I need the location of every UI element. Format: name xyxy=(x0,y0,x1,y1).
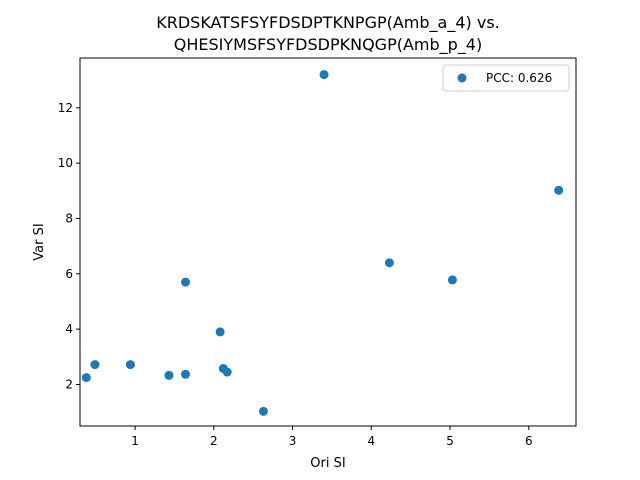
y-tick-label: 2 xyxy=(65,377,73,391)
chart-title-line-1: KRDSKATSFSYFDSDPTKNPGP(Amb_a_4) vs. xyxy=(156,13,500,33)
x-tick-label: 4 xyxy=(367,434,375,448)
legend-entry-label: PCC: 0.626 xyxy=(486,71,552,85)
scatter-point xyxy=(125,360,135,370)
x-tick-label: 2 xyxy=(210,434,218,448)
x-tick-label: 5 xyxy=(446,434,454,448)
scatter-point xyxy=(222,367,232,377)
scatter-point xyxy=(384,258,394,268)
scatter-point xyxy=(180,369,190,379)
y-tick-label: 6 xyxy=(65,267,73,281)
y-axis-ticks: 2 4 6 8 10 12 xyxy=(58,101,80,391)
legend: PCC: 0.626 xyxy=(442,64,570,92)
scatter-point xyxy=(164,370,174,380)
x-tick-label: 3 xyxy=(289,434,297,448)
y-tick-label: 12 xyxy=(58,101,73,115)
x-axis-ticks: 1 2 3 4 5 6 xyxy=(131,426,533,448)
scatter-point xyxy=(81,373,91,383)
scatter-point xyxy=(90,360,100,370)
scatter-point xyxy=(554,185,564,195)
y-tick-label: 8 xyxy=(65,211,73,225)
plot-area-frame xyxy=(79,57,577,427)
y-tick-label: 10 xyxy=(58,156,73,170)
legend-marker xyxy=(457,73,467,83)
x-axis-label: Ori SI xyxy=(310,456,345,471)
scatter-point xyxy=(180,277,190,287)
scatter-point xyxy=(215,327,225,337)
x-tick-label: 1 xyxy=(131,434,139,448)
x-tick-label: 6 xyxy=(525,434,533,448)
scatter-point xyxy=(319,70,329,80)
scatter-point xyxy=(258,406,268,416)
data-points xyxy=(81,70,564,416)
scatter-point xyxy=(447,275,457,285)
chart-title-line-2: QHESIYMSFSYFDSDPKNQGP(Amb_p_4) xyxy=(174,35,482,55)
legend-box xyxy=(442,64,570,92)
y-axis-label: Var SI xyxy=(32,223,47,260)
y-tick-label: 4 xyxy=(65,322,73,336)
